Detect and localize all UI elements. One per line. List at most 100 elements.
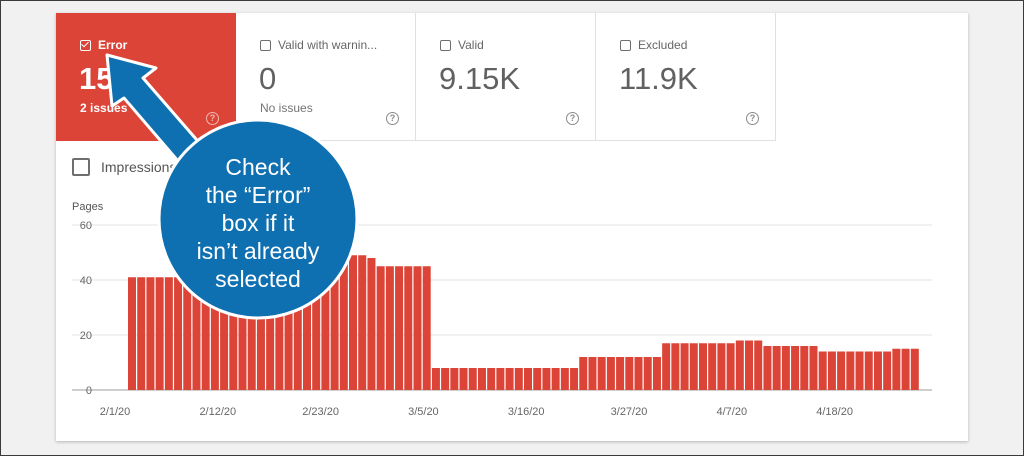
chart-bar xyxy=(643,357,652,390)
chart-bar xyxy=(422,266,431,390)
chart-bar xyxy=(634,357,643,390)
chart-bar xyxy=(910,348,919,390)
help-icon[interactable]: ? xyxy=(746,112,759,125)
chart-bar xyxy=(662,343,671,390)
chart-bar xyxy=(459,368,468,390)
chart-bar xyxy=(772,346,781,390)
x-tick-label: 3/16/20 xyxy=(508,406,545,418)
chart-bar xyxy=(496,368,505,390)
impressions-toggle[interactable]: Impressions xyxy=(72,158,176,176)
chart-bar xyxy=(671,343,680,390)
chart-bar xyxy=(901,348,910,390)
chart-bar xyxy=(404,266,413,390)
chart-bar xyxy=(827,351,836,390)
error-checkbox[interactable] xyxy=(80,39,91,51)
chart-bar xyxy=(238,263,247,390)
help-icon[interactable]: ? xyxy=(206,112,219,125)
chart-bar xyxy=(606,357,615,390)
chart-bar xyxy=(542,368,551,390)
callout-line: isn’t already xyxy=(197,238,320,264)
chart-bar xyxy=(837,351,846,390)
chart-bar xyxy=(551,368,560,390)
chart-bar xyxy=(717,343,726,390)
x-tick-label: 2/23/20 xyxy=(302,406,339,418)
chart-bar xyxy=(800,346,809,390)
chart-bar xyxy=(588,357,597,390)
tile-excluded-label: Excluded xyxy=(638,38,688,52)
chart-bar xyxy=(892,348,901,390)
chart-bar xyxy=(128,277,137,390)
tile-warn-label: Valid with warnin... xyxy=(278,38,378,52)
chart-bar xyxy=(477,368,486,390)
tile-warn-sub: No issues xyxy=(260,101,313,115)
chart-bar xyxy=(155,277,164,390)
chart-bars xyxy=(128,255,919,390)
chart-bar xyxy=(781,346,790,390)
help-icon[interactable]: ? xyxy=(566,112,579,125)
chart-bar xyxy=(873,351,882,390)
chart-bar xyxy=(358,255,367,390)
chart-bar xyxy=(293,258,302,390)
tile-excluded[interactable]: Excluded 11.9K ? xyxy=(596,13,776,141)
chart-bar xyxy=(625,357,634,390)
tile-excluded-value: 11.9K xyxy=(619,61,698,96)
chart-bar xyxy=(330,255,339,390)
chart-bar xyxy=(192,274,201,390)
chart-bar xyxy=(247,263,256,390)
chart-x-ticks: 2/1/20 2/12/20 2/23/20 3/5/20 3/16/20 3/27/20… xyxy=(100,406,853,418)
tile-error-label: Error xyxy=(98,38,128,52)
help-icon[interactable]: ? xyxy=(386,112,399,125)
valid-with-warnings-checkbox[interactable] xyxy=(260,39,271,51)
chart-bar xyxy=(818,351,827,390)
x-tick-label: 4/18/20 xyxy=(816,406,853,418)
valid-checkbox[interactable] xyxy=(440,39,451,51)
chart-bar xyxy=(597,357,606,390)
callout-line: selected xyxy=(215,266,301,292)
tile-valid[interactable]: Valid 9.15K ? xyxy=(416,13,596,141)
x-tick-label: 2/12/20 xyxy=(199,406,236,418)
chart-y-ticks: 0 20 40 60 xyxy=(80,220,92,397)
chart-bar xyxy=(791,346,800,390)
callout-bubble xyxy=(157,118,359,320)
chart-bar xyxy=(339,255,348,390)
chart-bar xyxy=(367,258,376,390)
chart-bar xyxy=(413,266,422,390)
tile-error-head: Error xyxy=(80,38,127,52)
chart-bar xyxy=(275,258,284,390)
tile-valid-value: 9.15K xyxy=(439,61,521,96)
excluded-checkbox[interactable] xyxy=(620,39,631,51)
chart-bar xyxy=(302,258,311,390)
tile-valid-label: Valid xyxy=(458,38,484,52)
chart-bar xyxy=(680,343,689,390)
x-tick-label: 3/5/20 xyxy=(408,406,439,418)
chart-y-axis-label: Pages xyxy=(72,201,104,213)
chart-bar xyxy=(883,351,892,390)
chart-bar xyxy=(855,351,864,390)
chart-bar xyxy=(431,368,440,390)
callout-annotation: Check the “Error” box if it isn’t already se… xyxy=(105,53,359,320)
chart-bar xyxy=(763,346,772,390)
chart-bar xyxy=(183,274,192,390)
callout-line: Check xyxy=(225,154,291,180)
chart-bar xyxy=(616,357,625,390)
chart-bar xyxy=(395,266,404,390)
y-tick-label: 20 xyxy=(80,330,92,342)
chart-bar xyxy=(579,357,588,390)
tile-valid-with-warnings[interactable]: Valid with warnin... 0 No issues ? xyxy=(236,13,416,141)
chart-bar xyxy=(846,351,855,390)
chart-bar xyxy=(864,351,873,390)
callout-text: Check the “Error” box if it isn’t already se… xyxy=(197,154,320,292)
chart-bar xyxy=(745,340,754,390)
impressions-checkbox[interactable] xyxy=(72,158,90,176)
chart-bar xyxy=(137,277,146,390)
chart-bar xyxy=(505,368,514,390)
chart-bar xyxy=(468,368,477,390)
chart-bar xyxy=(256,260,265,390)
chart-bar xyxy=(312,255,321,390)
callout-line: box if it xyxy=(222,210,295,236)
chart-bar xyxy=(533,368,542,390)
chart-bar xyxy=(560,368,569,390)
y-tick-label: 0 xyxy=(86,385,92,397)
chart-bar xyxy=(570,368,579,390)
